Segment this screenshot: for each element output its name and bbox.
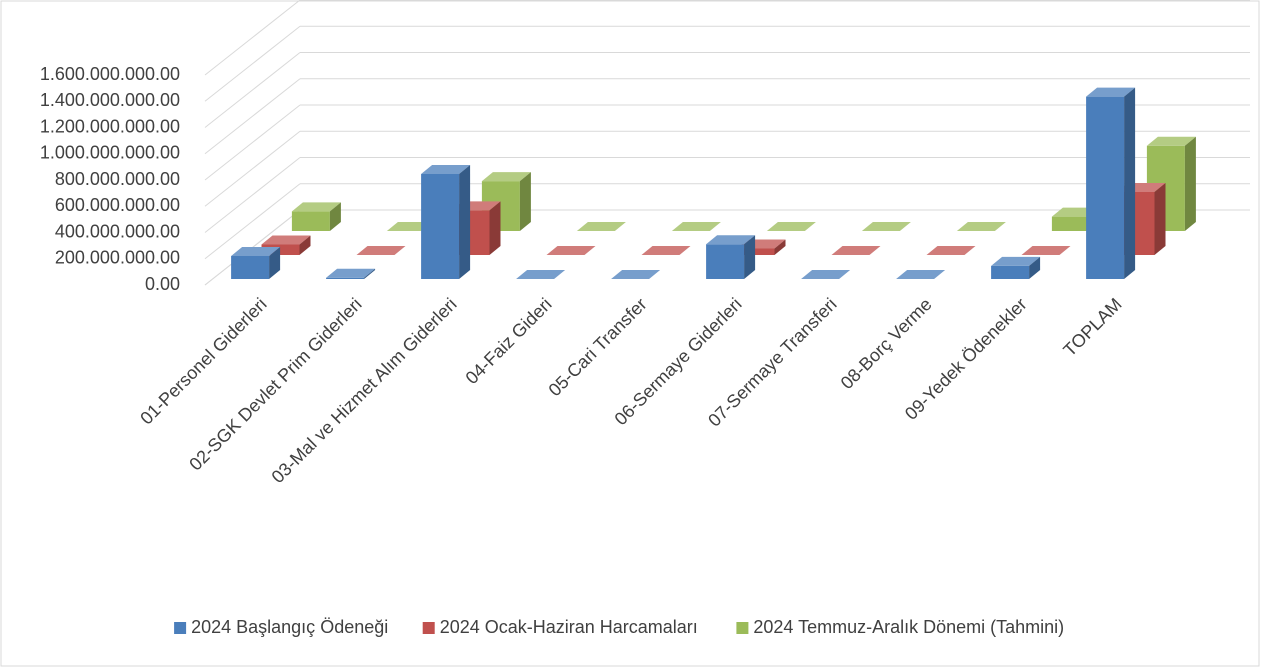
bar-side xyxy=(519,172,531,231)
bar-top xyxy=(231,247,281,257)
grid-line xyxy=(204,183,301,260)
bar-top xyxy=(516,270,566,279)
bar-top xyxy=(1146,136,1196,146)
bar-top xyxy=(861,222,911,231)
bar-top xyxy=(706,235,756,245)
bar-top xyxy=(356,246,406,255)
bar-top xyxy=(671,222,721,231)
grid-line xyxy=(204,104,301,181)
legend-label: 2024 Temmuz-Aralık Dönemi (Tahmini) xyxy=(753,617,1064,637)
y-tick-label: 1.400.000.000.00 xyxy=(40,90,180,110)
bar-side xyxy=(1154,183,1166,255)
bar-top xyxy=(801,270,851,279)
bar-top xyxy=(421,165,471,174)
bar-top xyxy=(896,270,946,279)
bar-front xyxy=(1051,216,1090,231)
bar-top xyxy=(291,202,341,212)
bar-side xyxy=(269,247,281,279)
bar-top xyxy=(1086,87,1136,97)
bar-side xyxy=(364,268,376,279)
bar-front xyxy=(421,174,460,279)
legend-swatch xyxy=(422,622,435,634)
grid-line xyxy=(204,25,301,102)
bar-top xyxy=(481,172,531,182)
bar-front xyxy=(231,256,270,279)
grid-line xyxy=(204,130,301,207)
bar-front xyxy=(991,265,1030,279)
bar-top xyxy=(611,270,661,279)
bar-top xyxy=(576,222,626,231)
bar-front xyxy=(706,244,745,279)
y-tick-label: 800.000.000.00 xyxy=(55,169,180,189)
bar-top xyxy=(956,222,1006,231)
bar-top xyxy=(641,246,691,255)
grid-line xyxy=(204,0,301,76)
y-tick-label: 200.000.000.00 xyxy=(55,248,180,268)
grid-line xyxy=(204,52,301,128)
bar-top xyxy=(831,246,881,255)
y-tick-label: 1.600.000.000.00 xyxy=(40,64,180,84)
bar-top xyxy=(261,235,311,245)
bar-top xyxy=(546,246,596,255)
bar-top xyxy=(1021,246,1071,255)
bar-side xyxy=(489,201,501,255)
bar-side xyxy=(459,165,471,279)
y-tick-label: 0.00 xyxy=(145,274,180,294)
bar-side xyxy=(329,202,341,231)
bar-top xyxy=(326,268,376,278)
legend-swatch xyxy=(736,622,749,634)
bar-side xyxy=(774,239,786,255)
grid-line xyxy=(204,78,301,155)
y-tick-label: 400.000.000.00 xyxy=(55,221,180,241)
y-tick-label: 1.200.000.000.00 xyxy=(40,116,180,136)
bar-side xyxy=(1184,136,1196,231)
y-tick-label: 1.000.000.000.00 xyxy=(40,143,180,163)
bar-side xyxy=(1124,87,1136,279)
y-tick-label: 600.000.000.00 xyxy=(55,195,180,215)
bar-top xyxy=(766,222,816,231)
legend-swatch xyxy=(174,622,187,634)
bar-front xyxy=(291,211,330,231)
grid-line xyxy=(204,157,301,233)
bar-side xyxy=(299,235,311,255)
legend-label: 2024 Ocak-Haziran Harcamaları xyxy=(440,617,698,637)
bar-top xyxy=(991,256,1041,266)
legend-label: 2024 Başlangıç Ödeneği xyxy=(191,617,388,637)
bar-top xyxy=(926,246,976,255)
bar-side xyxy=(1029,256,1041,279)
bar-side xyxy=(744,235,756,279)
bar-front xyxy=(326,277,365,279)
bar-front xyxy=(1086,96,1125,279)
